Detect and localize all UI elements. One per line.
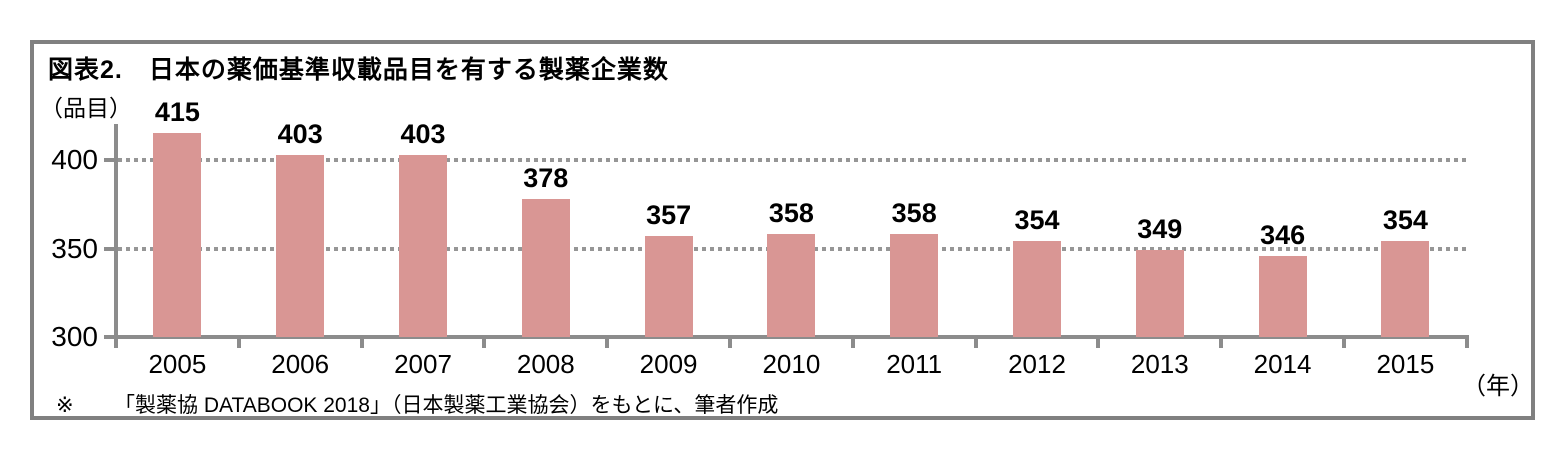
x-axis-tick: [482, 339, 487, 348]
gridline-400: [118, 158, 1467, 162]
bar-chart-plot-area: 400 350 300 415 2005 403 2006 403 2007 378 2008 357…: [34, 44, 1531, 416]
bar-2012: [1013, 241, 1061, 337]
bar-value-label-2005: 415: [154, 97, 200, 128]
footnote-text: 「製薬協 DATABOOK 2018」（日本製薬工業協会）をもとに、筆者作成: [114, 394, 779, 417]
y-axis-tick-350: [104, 246, 116, 251]
y-axis-line: [114, 124, 118, 345]
x-axis-category-label-2011: 2011: [886, 349, 943, 379]
bar-2013: [1135, 250, 1184, 337]
x-axis-category-label-2006: 2006: [271, 349, 330, 379]
chart-frame: 図表2. 日本の薬価基準収載品目を有する製薬企業数 （品目） 400 350 300…: [30, 40, 1535, 420]
bar-value-label-2010: 358: [768, 198, 814, 229]
x-axis-category-label-2005: 2005: [148, 349, 207, 379]
bar-value-label-2011: 358: [891, 198, 937, 229]
bar-value-label-2012: 354: [1014, 205, 1060, 236]
bar-value-label-2006: 403: [277, 118, 323, 149]
x-axis-category-label-2015: 2015: [1376, 349, 1435, 379]
bar-value-label-2015: 354: [1382, 205, 1428, 236]
x-axis-category-label-2013: 2013: [1130, 349, 1189, 379]
y-axis-tick-label-300: 300: [51, 321, 98, 352]
x-axis-unit-label: （年）: [1462, 373, 1534, 400]
x-axis-tick: [850, 339, 855, 348]
x-axis-tick: [973, 339, 978, 348]
x-axis-category-label-2007: 2007: [394, 349, 452, 379]
y-axis-unit-label: （品目）: [40, 95, 132, 121]
y-axis-tick-300: [104, 335, 116, 339]
bar-2014: [1258, 255, 1307, 337]
x-axis-tick: [1096, 339, 1101, 348]
chart-title: 図表2. 日本の薬価基準収載品目を有する製薬企業数: [48, 56, 669, 84]
bar-2015: [1381, 241, 1430, 337]
x-axis-tick: [1219, 339, 1224, 348]
bar-value-label-2013: 349: [1137, 214, 1183, 245]
x-axis-category-label-2010: 2010: [762, 349, 821, 379]
x-axis-tick: [359, 339, 364, 348]
y-axis-tick-label-400: 400: [51, 144, 98, 175]
footnote-marker: ※: [56, 394, 74, 417]
x-axis-category-label-2008: 2008: [516, 349, 575, 379]
x-axis-category-label-2009: 2009: [639, 349, 698, 379]
bar-2007: [399, 154, 447, 337]
bar-value-label-2009: 357: [646, 200, 692, 231]
x-axis-tick: [728, 339, 732, 348]
bar-2005: [153, 133, 202, 337]
bar-value-label-2007: 403: [400, 118, 446, 149]
bar-2006: [276, 154, 325, 337]
x-axis-tick: [1464, 339, 1469, 348]
bar-2011: [890, 234, 939, 337]
x-axis-tick: [236, 339, 241, 348]
bar-2008: [521, 198, 570, 337]
bar-2010: [767, 234, 816, 337]
x-axis-tick: [1342, 339, 1346, 348]
x-axis-line: [112, 335, 1469, 339]
y-axis-tick-400: [104, 158, 116, 162]
x-axis-category-label-2012: 2012: [1008, 349, 1066, 379]
bar-2009: [644, 236, 693, 337]
bar-value-label-2014: 346: [1260, 219, 1306, 250]
bar-value-label-2008: 378: [523, 162, 569, 193]
x-axis-tick: [114, 339, 118, 348]
y-axis-tick-label-350: 350: [51, 232, 98, 264]
x-axis-category-label-2014: 2014: [1253, 349, 1312, 379]
x-axis-tick: [605, 339, 610, 348]
